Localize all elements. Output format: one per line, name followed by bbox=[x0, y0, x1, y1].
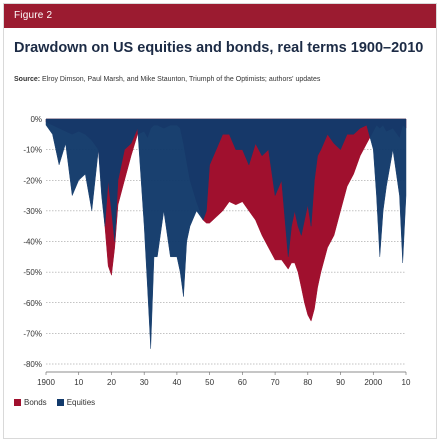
y-tick-label: -40% bbox=[23, 238, 42, 247]
y-tick-label: -20% bbox=[23, 176, 42, 185]
x-tick-label: 20 bbox=[107, 378, 116, 387]
x-tick-label: 80 bbox=[303, 378, 312, 387]
y-tick-label: -50% bbox=[23, 268, 42, 277]
legend-swatch-equities bbox=[56, 399, 64, 406]
figure-header-band: Figure 2 bbox=[4, 4, 436, 28]
x-tick-label: 90 bbox=[336, 378, 345, 387]
legend-label-equities: Equities bbox=[66, 398, 96, 407]
figure-label: Figure 2 bbox=[14, 10, 53, 21]
source-label: Source: bbox=[14, 76, 41, 83]
legend-swatch-bonds bbox=[14, 399, 21, 406]
source-note: Source: Elroy Dimson, Paul Marsh, and Mi… bbox=[14, 76, 429, 83]
series-areas bbox=[45, 118, 407, 349]
figure-frame: Figure 2 Drawdown on US equities and bon… bbox=[3, 3, 437, 439]
source-text: Elroy Dimson, Paul Marsh, and Mike Staun… bbox=[40, 76, 321, 83]
x-tick-label: 70 bbox=[271, 378, 280, 387]
y-tick-label: -10% bbox=[23, 146, 42, 155]
y-tick-label: -60% bbox=[23, 299, 42, 308]
x-tick-label: 10 bbox=[402, 378, 411, 387]
chart-legend: Bonds Equities bbox=[14, 398, 101, 407]
y-tick-label: -30% bbox=[23, 207, 42, 216]
x-tick-label: 1900 bbox=[37, 378, 55, 387]
x-tick-label: 40 bbox=[172, 378, 181, 387]
legend-label-bonds: Bonds bbox=[24, 398, 47, 407]
legend-item-bonds: Bonds bbox=[14, 398, 47, 407]
x-tick-label: 50 bbox=[205, 378, 214, 387]
x-tick-labels: 1900 10 20 30 40 50 60 70 80 90 2000 10 bbox=[37, 372, 411, 387]
x-tick-label: 60 bbox=[238, 378, 247, 387]
legend-item-equities: Equities bbox=[56, 398, 96, 407]
x-tick-label: 10 bbox=[74, 378, 83, 387]
x-tick-label: 2000 bbox=[364, 378, 382, 387]
y-tick-label: 0% bbox=[30, 115, 42, 124]
chart-title: Drawdown on US equities and bonds, real … bbox=[14, 40, 424, 56]
y-tick-label: -70% bbox=[23, 329, 42, 338]
y-tick-labels: 0% -10% -20% -30% -40% -50% -60% -70% -80% bbox=[23, 115, 42, 369]
x-tick-label: 30 bbox=[140, 378, 149, 387]
y-tick-label: -80% bbox=[23, 360, 42, 369]
area-equities bbox=[45, 118, 407, 349]
